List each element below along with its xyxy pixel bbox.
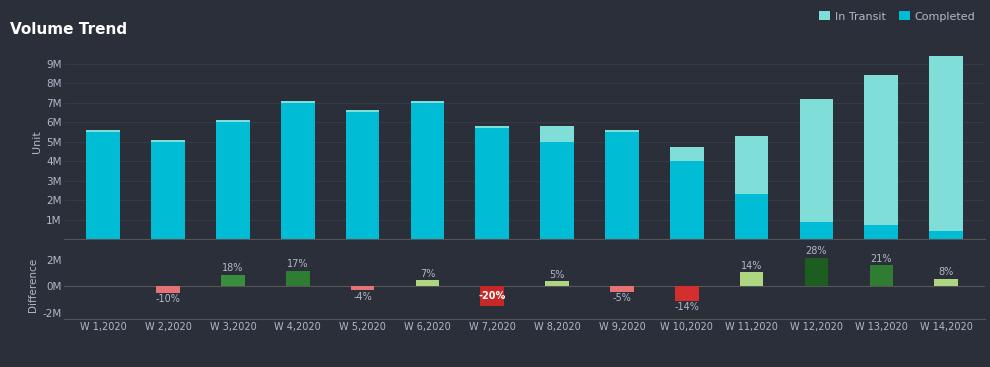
Bar [605, 132, 639, 239]
Bar [800, 222, 834, 239]
Bar [541, 142, 574, 239]
Legend: In Transit, Completed: In Transit, Completed [815, 7, 979, 26]
Text: -5%: -5% [613, 293, 632, 303]
Bar [864, 225, 898, 239]
Bar [286, 271, 310, 286]
Text: Volume Trend: Volume Trend [10, 22, 127, 37]
Text: -4%: -4% [353, 292, 372, 302]
Bar [411, 101, 445, 102]
Bar [480, 286, 504, 306]
Bar [675, 286, 699, 301]
Text: 5%: 5% [549, 270, 565, 280]
Bar [930, 231, 963, 239]
Bar [346, 110, 379, 112]
Bar [541, 126, 574, 142]
Text: 28%: 28% [806, 246, 828, 256]
Bar [151, 142, 185, 239]
Bar [735, 194, 768, 239]
Bar [216, 122, 249, 239]
Text: 14%: 14% [741, 261, 762, 271]
Text: 8%: 8% [939, 267, 953, 277]
Bar [86, 132, 120, 239]
Bar [670, 148, 704, 161]
Bar [930, 56, 963, 231]
Bar [605, 130, 639, 132]
Bar [935, 279, 958, 286]
Bar [864, 75, 898, 225]
Bar [281, 102, 315, 239]
Text: 7%: 7% [420, 269, 436, 279]
Bar [151, 139, 185, 142]
Bar [475, 126, 509, 128]
Bar [735, 136, 768, 194]
Bar [216, 120, 249, 122]
Bar [800, 99, 834, 222]
Y-axis label: Difference: Difference [28, 257, 39, 312]
Bar [221, 275, 245, 286]
Bar [670, 161, 704, 239]
Bar [411, 102, 445, 239]
Text: 17%: 17% [287, 259, 309, 269]
Bar [350, 286, 374, 290]
Text: -20%: -20% [478, 291, 506, 301]
Bar [346, 112, 379, 239]
Y-axis label: Unit: Unit [32, 130, 42, 153]
Bar [86, 130, 120, 132]
Bar [545, 281, 569, 286]
Text: -14%: -14% [674, 302, 699, 312]
Text: 21%: 21% [870, 254, 892, 264]
Bar [610, 286, 634, 292]
Text: -10%: -10% [155, 294, 180, 304]
Bar [156, 286, 180, 293]
Bar [869, 265, 893, 286]
Bar [740, 272, 763, 286]
Bar [475, 128, 509, 239]
Bar [281, 101, 315, 102]
Bar [416, 280, 440, 286]
Text: 18%: 18% [222, 263, 244, 273]
Bar [805, 258, 829, 286]
